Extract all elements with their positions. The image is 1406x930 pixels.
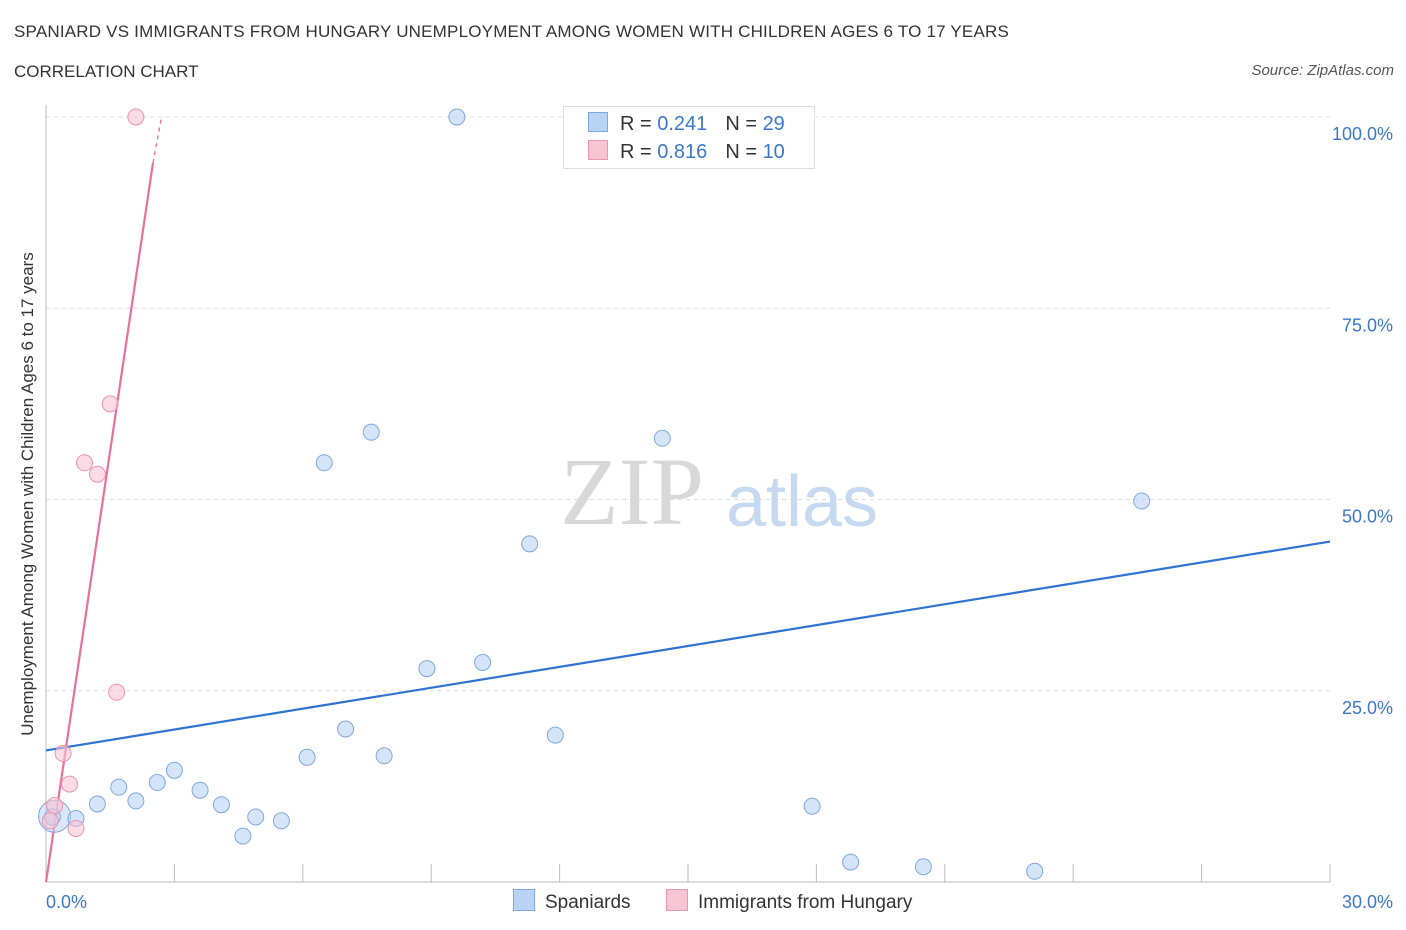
- point-spaniards: [375, 747, 393, 765]
- grid-lines: [46, 116, 1330, 692]
- watermark-atlas: atlas: [726, 462, 878, 542]
- legend-r-label: R =: [620, 113, 658, 135]
- point-spaniards: [448, 108, 466, 126]
- x-tick-label: 0.0%: [46, 892, 87, 912]
- point-hungary: [127, 108, 145, 126]
- axes: [45, 105, 1331, 883]
- trend-lines: [44, 116, 1331, 883]
- trendline-hungary: [44, 162, 155, 883]
- point-spaniards: [914, 858, 932, 876]
- point-spaniards: [127, 792, 145, 810]
- legend-r-value: 0.241: [657, 113, 708, 135]
- point-spaniards: [212, 796, 230, 814]
- y-axis-label: Unemployment Among Women with Children A…: [18, 252, 37, 736]
- point-spaniards: [337, 720, 355, 738]
- legend-swatch-pink: [666, 889, 688, 911]
- y-tick-label: 25.0%: [1342, 698, 1393, 718]
- legend-row-spaniards: R = 0.241 N = 29: [588, 112, 785, 136]
- point-spaniards: [362, 423, 380, 441]
- point-hungary: [46, 797, 64, 814]
- point-spaniards: [191, 781, 209, 799]
- y-tick-label: 75.0%: [1342, 315, 1393, 335]
- watermark-zip: ZIP: [560, 438, 704, 545]
- point-spaniards: [418, 660, 436, 678]
- point-spaniards: [842, 853, 860, 871]
- point-spaniards: [247, 808, 265, 826]
- chart-subtitle: CORRELATION CHART: [14, 62, 199, 81]
- legend-item-spaniards[interactable]: Spaniards: [513, 889, 631, 914]
- source-credit: Source: ZipAtlas.com: [1251, 62, 1394, 79]
- point-spaniards: [298, 748, 316, 766]
- legend-item-hungary[interactable]: Immigrants from Hungary: [666, 889, 912, 914]
- point-hungary: [88, 465, 106, 483]
- point-hungary: [41, 812, 59, 830]
- legend-label: Spaniards: [545, 892, 631, 913]
- legend-n-value: 10: [762, 141, 785, 163]
- point-hungary: [54, 744, 72, 762]
- point-spaniards: [546, 726, 564, 744]
- point-hungary: [76, 454, 94, 472]
- point-hungary: [108, 683, 126, 701]
- legend-n-label: N =: [725, 113, 763, 135]
- legend-row-hungary: R = 0.816 N = 10: [588, 140, 785, 164]
- data-points: [38, 108, 1151, 880]
- trendline-hungary-extension: [152, 116, 163, 164]
- legend-swatch-blue: [513, 889, 535, 911]
- y-tick-label: 50.0%: [1342, 507, 1393, 527]
- point-spaniards: [653, 429, 671, 447]
- point-spaniards: [1026, 862, 1044, 880]
- tick-labels: 25.0% 50.0% 75.0% 100.0% 0.0% 30.0%: [46, 124, 1393, 912]
- point-hungary: [101, 395, 119, 413]
- point-spaniards: [165, 761, 183, 779]
- point-spaniards: [148, 774, 166, 792]
- point-spaniards: [803, 797, 821, 815]
- legend-swatch-blue: [588, 112, 608, 132]
- point-spaniards: [474, 653, 492, 671]
- point-spaniards: [88, 795, 106, 813]
- point-spaniards: [234, 827, 252, 845]
- point-spaniards: [315, 454, 333, 472]
- legend-r-value: 0.816: [657, 141, 708, 163]
- chart-title: SPANIARD VS IMMIGRANTS FROM HUNGARY UNEM…: [14, 22, 1010, 41]
- point-spaniards: [272, 812, 290, 830]
- point-hungary: [67, 819, 85, 837]
- legend-swatch-pink: [588, 140, 608, 160]
- x-tick-label: 30.0%: [1342, 892, 1393, 912]
- legend-n-label: N =: [725, 141, 763, 163]
- point-spaniards: [1133, 492, 1151, 510]
- watermark: ZIP atlas: [560, 438, 878, 545]
- legend-n-value: 29: [762, 113, 785, 135]
- legend-label: Immigrants from Hungary: [698, 892, 913, 913]
- trendline-spaniards: [45, 540, 1331, 752]
- point-hungary: [61, 775, 79, 793]
- y-tick-label: 100.0%: [1332, 124, 1393, 144]
- stats-legend: R = 0.241 N = 29 R = 0.816 N = 10: [563, 106, 815, 169]
- point-spaniards: [521, 535, 539, 553]
- point-spaniards: [110, 778, 128, 796]
- legend-r-label: R =: [620, 141, 658, 163]
